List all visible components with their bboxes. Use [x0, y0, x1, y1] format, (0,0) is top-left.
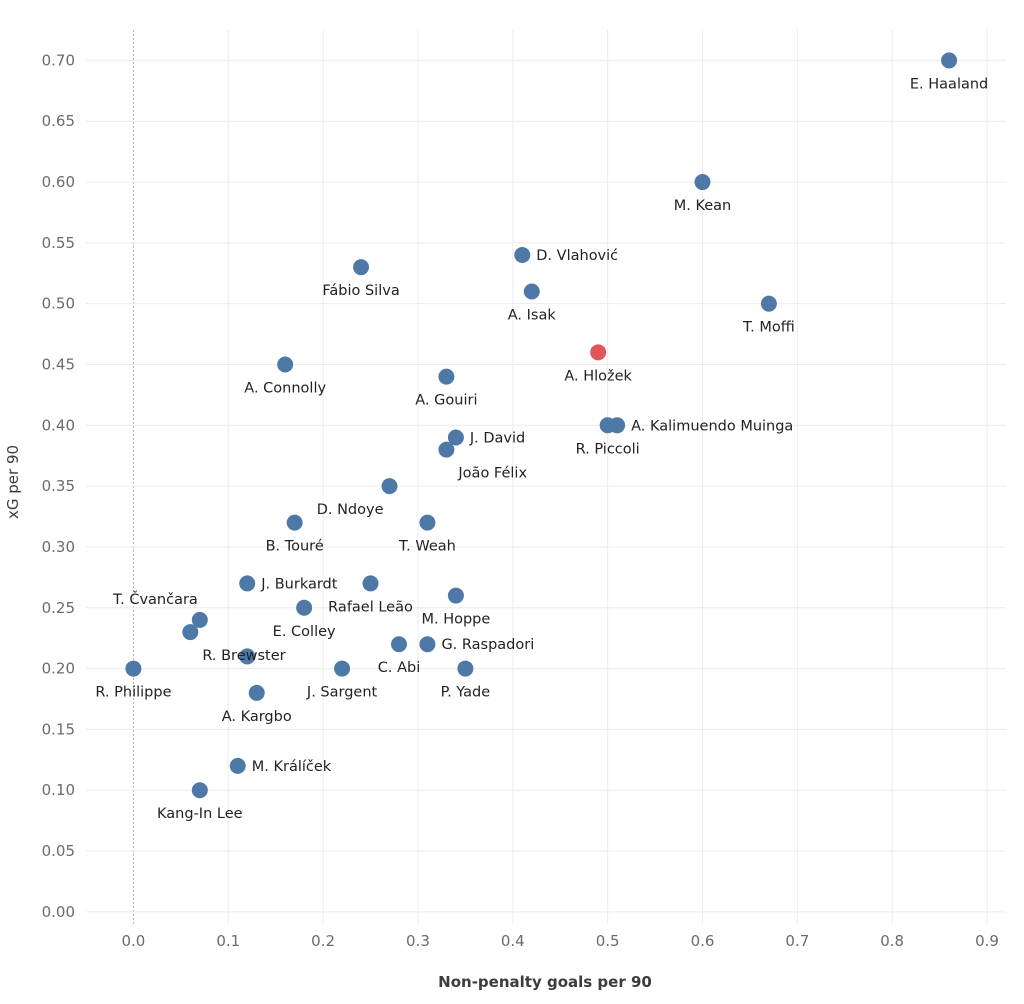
data-point-d-ndoye[interactable] [381, 478, 398, 495]
x-axis-title: Non-penalty goals per 90 [438, 973, 652, 991]
point-label: J. David [469, 430, 525, 446]
point-label: T. Čvančara [112, 590, 198, 608]
y-tick-label: 0.60 [42, 173, 75, 191]
point-label: R. Philippe [95, 685, 171, 701]
data-point-c-abi[interactable] [390, 636, 407, 653]
y-axis-title: xG per 90 [4, 445, 22, 519]
point-label: J. Sargent [306, 685, 378, 701]
y-tick-label: 0.35 [42, 477, 75, 495]
data-point-a-connolly[interactable] [277, 356, 294, 373]
data-point-a-isak[interactable] [523, 283, 540, 300]
data-point-a-kargbo[interactable] [248, 684, 265, 701]
gridlines [86, 30, 1006, 924]
point-label: M. Králíček [252, 759, 332, 775]
point-label: M. Kean [674, 198, 732, 214]
y-tick-label: 0.55 [42, 234, 75, 252]
y-tick-label: 0.65 [42, 112, 75, 130]
data-point-d-vlahovi[interactable] [514, 247, 531, 264]
point-label: A. Hložek [564, 368, 632, 384]
point-label: A. Isak [508, 308, 557, 324]
point-label: A. Kalimuendo Muinga [631, 418, 793, 434]
point-label: J. Burkardt [260, 576, 338, 592]
data-point-a-gouiri[interactable] [438, 368, 455, 385]
y-tick-label: 0.25 [42, 599, 75, 617]
data-point-g-raspadori[interactable] [419, 636, 436, 653]
data-point-jo-o-f-lix[interactable] [438, 441, 455, 458]
x-tick-label: 0.2 [311, 932, 335, 950]
x-tick-label: 0.0 [121, 932, 145, 950]
point-label: D. Ndoye [317, 502, 384, 518]
point-label: A. Kargbo [222, 709, 292, 725]
y-tick-label: 0.50 [42, 295, 75, 313]
data-point-t-moffi[interactable] [760, 295, 777, 312]
point-label: T. Weah [398, 539, 456, 555]
x-tick-label: 0.4 [501, 932, 525, 950]
data-point-e-haaland[interactable] [941, 52, 958, 69]
x-tick-label: 0.5 [596, 932, 620, 950]
data-point-j-sargent[interactable] [334, 660, 351, 677]
point-label: E. Haaland [910, 76, 988, 92]
x-tick-label: 0.3 [406, 932, 430, 950]
point-label: Fábio Silva [322, 283, 399, 299]
data-point-rafael-le-o[interactable] [362, 575, 379, 592]
data-point-b-tour[interactable] [286, 514, 303, 531]
data-point-a-hlo-ek[interactable] [590, 344, 607, 361]
y-tick-label: 0.05 [42, 842, 75, 860]
point-label: A. Gouiri [415, 393, 477, 409]
y-tick-label: 0.15 [42, 720, 75, 738]
x-tick-label: 0.7 [785, 932, 809, 950]
point-label: C. Abi [378, 660, 421, 676]
data-point-p-yade[interactable] [457, 660, 474, 677]
point-label: G. Raspadori [441, 637, 534, 653]
point-label: T. Moffi [742, 320, 795, 336]
y-tick-label: 0.20 [42, 660, 75, 678]
y-tick-label: 0.10 [42, 781, 75, 799]
data-point-t-weah[interactable] [419, 514, 436, 531]
x-tick-label: 0.9 [975, 932, 999, 950]
y-tick-label: 0.00 [42, 903, 75, 921]
data-point-r-piccoli[interactable] [599, 417, 616, 434]
point-label: R. Brewster [202, 648, 285, 664]
data-point-m-hoppe[interactable] [447, 587, 464, 604]
point-label: M. Hoppe [421, 612, 490, 628]
point-label: João Félix [457, 466, 527, 482]
data-point-j-david[interactable] [447, 429, 464, 446]
point-label: A. Connolly [244, 380, 326, 396]
data-point-t-van-ara[interactable] [191, 611, 208, 628]
point-label: P. Yade [441, 685, 491, 701]
y-tick-label: 0.40 [42, 416, 75, 434]
data-points [125, 52, 958, 799]
data-point-r-philippe[interactable] [125, 660, 142, 677]
data-point-unlabeled-point[interactable] [239, 648, 256, 665]
x-tick-label: 0.1 [216, 932, 240, 950]
data-point-m-kean[interactable] [694, 174, 711, 191]
point-label: E. Colley [273, 624, 336, 640]
data-point-f-bio-silva[interactable] [353, 259, 370, 276]
axes: 0.0 0.1 0.2 0.3 0.4 0.5 0.6 0.7 0.8 0.9 0.00 0.05 0.… [42, 51, 999, 950]
x-tick-label: 0.8 [880, 932, 904, 950]
data-point-m-kr-l-ek[interactable] [229, 757, 246, 774]
point-labels: E. Haaland M. Kean D. Vlahović Fábio Silva A… [95, 76, 988, 822]
y-tick-label: 0.70 [42, 51, 75, 69]
data-point-e-colley[interactable] [296, 599, 313, 616]
point-label: D. Vlahović [536, 248, 618, 264]
data-point-kang-in-lee[interactable] [191, 782, 208, 799]
data-point-r-brewster[interactable] [182, 624, 199, 641]
y-tick-label: 0.30 [42, 538, 75, 556]
point-label: R. Piccoli [576, 441, 640, 457]
point-label: Rafael Leão [328, 599, 413, 615]
point-label: B. Touré [266, 539, 324, 555]
point-label: Kang-In Lee [157, 806, 243, 822]
y-tick-label: 0.45 [42, 355, 75, 373]
data-point-j-burkardt[interactable] [239, 575, 256, 592]
x-tick-label: 0.6 [691, 932, 715, 950]
